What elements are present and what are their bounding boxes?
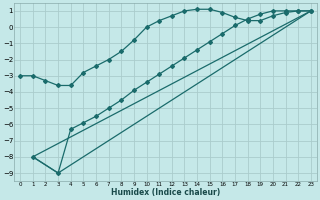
X-axis label: Humidex (Indice chaleur): Humidex (Indice chaleur) [111, 188, 220, 197]
